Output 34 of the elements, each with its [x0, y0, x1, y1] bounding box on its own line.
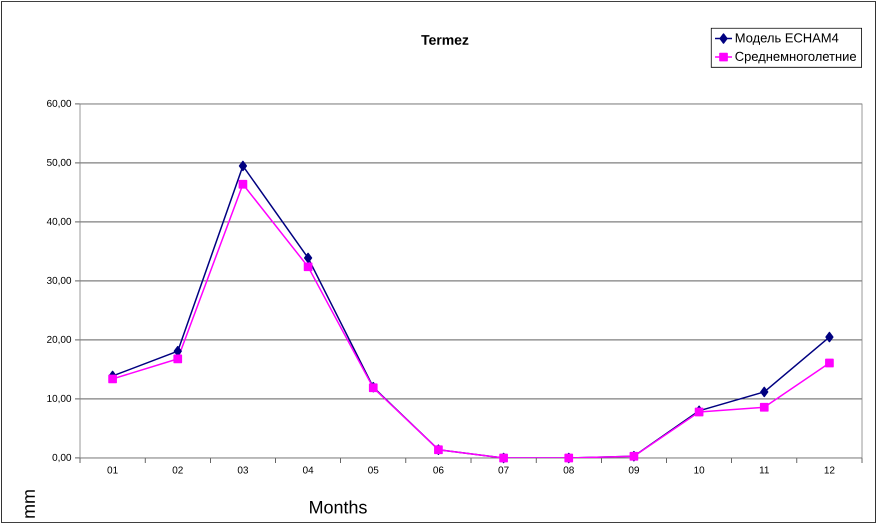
x-tick-label: 01	[107, 466, 118, 474]
legend-label: Среднемноголетние	[735, 52, 856, 64]
y-tick-label: 60,00	[47, 100, 72, 108]
y-tick-label: 50,00	[46, 158, 72, 168]
point	[173, 354, 182, 364]
x-tick-label: 02	[172, 466, 183, 474]
x-tick-label: 08	[564, 466, 574, 474]
point	[238, 180, 248, 189]
legend-label: Модель ECHAM4	[736, 33, 838, 45]
point	[760, 402, 769, 412]
x-tick-label: 03	[238, 466, 248, 474]
y-axis-title: mm	[25, 490, 35, 518]
y-tick-label: 10,00	[47, 394, 72, 404]
y-tick-label: 0,00	[52, 454, 72, 462]
x-tick-label: 12	[824, 466, 834, 474]
x-tick-label: 05	[368, 466, 378, 474]
x-tick-label: 09	[628, 466, 640, 474]
x-tick-label: 06	[433, 466, 444, 474]
point	[760, 386, 768, 398]
point	[304, 262, 312, 272]
x-tick-label: 11	[760, 466, 769, 474]
chart-title: Termez	[421, 35, 468, 45]
y-tick-label: 30,00	[46, 276, 72, 286]
x-tick-label: 07	[498, 466, 509, 474]
x-tick-label: 04	[302, 466, 314, 474]
point	[238, 160, 248, 172]
point	[825, 358, 834, 368]
x-tick-label: 10	[694, 466, 704, 474]
point	[108, 374, 117, 384]
x-axis-title: Months	[310, 500, 367, 514]
point	[825, 332, 834, 342]
point	[304, 252, 312, 264]
y-tick-label: 40,00	[46, 218, 72, 226]
y-tick-label: 20,00	[47, 336, 72, 344]
